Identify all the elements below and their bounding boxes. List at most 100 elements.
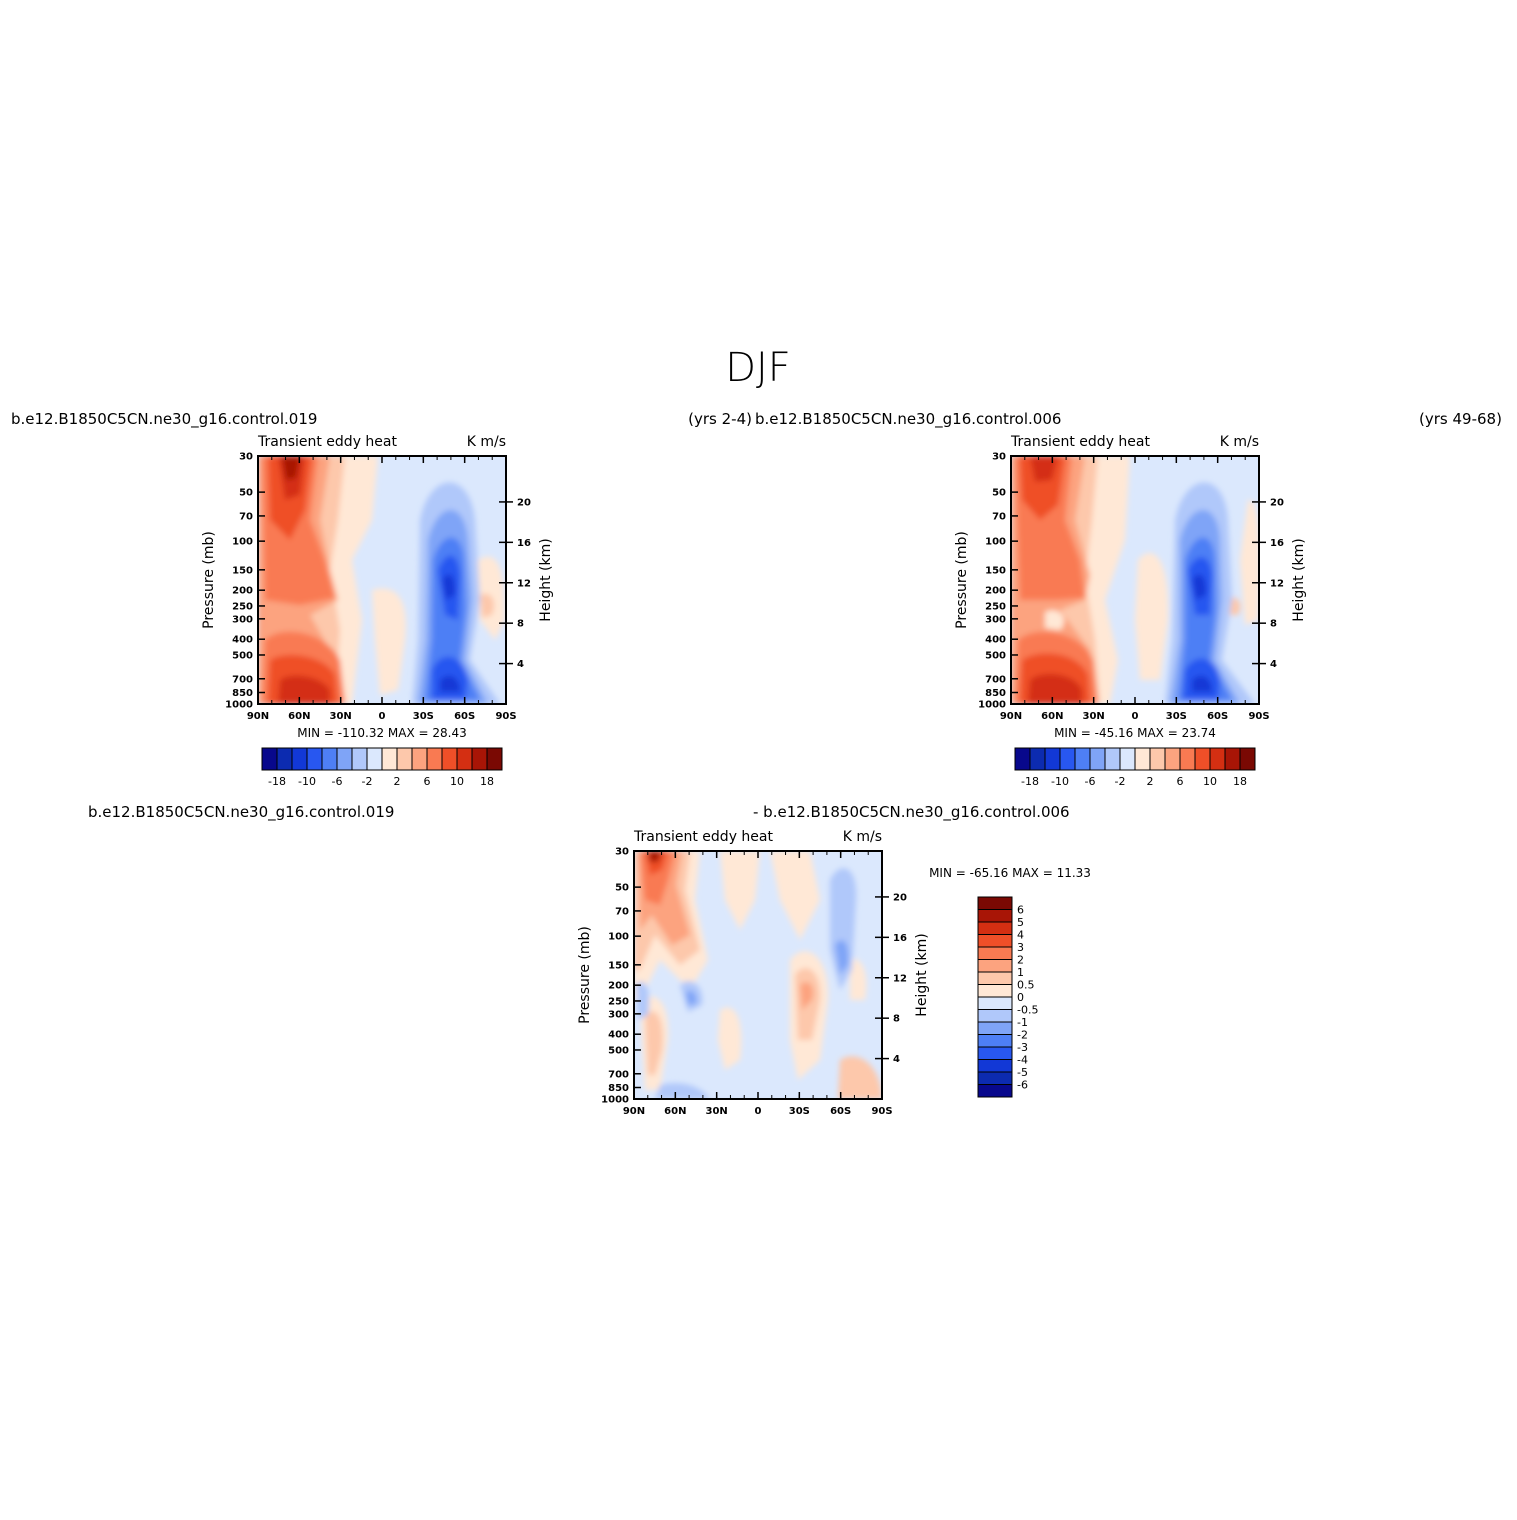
x-tick-label: 30S: [413, 711, 434, 722]
panel-1: b.e12.B1850C5CN.ne30_g16.control.019 (yr…: [11, 410, 752, 788]
colorbar-box: [977, 971, 1013, 985]
panel-1-contour-field: [258, 456, 506, 704]
colorbar-box: [977, 946, 1013, 960]
y-tick-label: 250: [985, 601, 1006, 612]
colorbar-label: 0.5: [1017, 979, 1035, 992]
x-tick-label: 60N: [664, 1106, 686, 1117]
panel-2-right-string: K m/s: [1220, 434, 1259, 450]
y-tick-label: 70: [992, 511, 1006, 522]
y-tick-label: 150: [232, 565, 253, 576]
colorbar-box: [1209, 747, 1226, 771]
field-warm-region: [1240, 499, 1259, 625]
x-tick-label: 90N: [247, 711, 269, 722]
x-tick-label: 90S: [495, 711, 516, 722]
y-tick-label: 50: [615, 883, 629, 894]
x-tick-label: 60N: [288, 711, 310, 722]
colorbar-box: [977, 1021, 1013, 1035]
y-axis-label: Pressure (mb): [954, 531, 970, 629]
colorbar-box: [977, 921, 1013, 935]
x-tick-label: 60S: [454, 711, 475, 722]
colorbar-box: [366, 747, 383, 771]
colorbar-label: 2: [394, 775, 401, 788]
y2-tick-label: 12: [893, 973, 907, 984]
y-tick-label: 700: [232, 674, 253, 685]
y-tick-label: 300: [608, 1009, 629, 1020]
x-tick-label: 90S: [1248, 711, 1269, 722]
colorbar-box: [456, 747, 473, 771]
y2-tick-label: 4: [893, 1054, 900, 1065]
colorbar-box: [1089, 747, 1106, 771]
field-warm-region: [770, 851, 820, 940]
y-tick-label: 300: [985, 614, 1006, 625]
colorbar-label: -3: [1017, 1041, 1028, 1054]
x-tick-label: 90S: [871, 1106, 892, 1117]
colorbar-label: 3: [1017, 941, 1024, 954]
x-tick-label: 30N: [706, 1106, 728, 1117]
colorbar-label: -4: [1017, 1054, 1028, 1067]
y2-tick-label: 20: [517, 497, 531, 508]
colorbar-label: 18: [1233, 775, 1247, 788]
panel-3-right-string: K m/s: [843, 829, 882, 845]
colorbar-box: [471, 747, 488, 771]
y-tick-label: 500: [232, 650, 253, 661]
colorbar-label: -1: [1017, 1016, 1028, 1029]
colorbar-label: -2: [1115, 775, 1126, 788]
y-tick-label: 400: [608, 1030, 629, 1041]
y-tick-label: 850: [608, 1083, 629, 1094]
y-tick-label: 150: [985, 565, 1006, 576]
y2-axis-label: Height (km): [914, 933, 930, 1016]
panel-1-left-string: Transient eddy heat: [257, 434, 397, 450]
y-tick-label: 200: [985, 586, 1006, 597]
field-warm-region: [850, 959, 867, 1000]
colorbar-box: [396, 747, 413, 771]
y2-tick-label: 20: [1270, 497, 1284, 508]
colorbar-box: [276, 747, 293, 771]
y-tick-label: 700: [985, 674, 1006, 685]
colorbar-box: [411, 747, 428, 771]
field-warm-region: [1045, 610, 1065, 630]
colorbar-label: 10: [1203, 775, 1217, 788]
x-tick-label: 30N: [330, 711, 352, 722]
colorbar-label: 6: [1017, 904, 1024, 917]
y2-tick-label: 8: [893, 1014, 900, 1025]
y-tick-label: 200: [232, 586, 253, 597]
y2-tick-label: 16: [893, 933, 907, 944]
field-cold-region: [835, 940, 849, 975]
colorbar-box: [1224, 747, 1241, 771]
field-warm-region: [282, 456, 300, 480]
y-axis-label: Pressure (mb): [201, 531, 217, 629]
colorbar-box: [1179, 747, 1196, 771]
panel-3-minmax: MIN = -65.16 MAX = 11.33: [929, 866, 1091, 880]
colorbar-box: [1104, 747, 1121, 771]
colorbar-label: -5: [1017, 1066, 1028, 1079]
colorbar-box: [977, 996, 1013, 1010]
y-tick-label: 700: [608, 1069, 629, 1080]
colorbar-box: [1044, 747, 1061, 771]
field-warm-region: [800, 982, 814, 1010]
colorbar-label: -6: [1017, 1079, 1028, 1092]
y-tick-label: 30: [615, 847, 629, 858]
y-tick-label: 500: [985, 650, 1006, 661]
panel-1-right-string: K m/s: [467, 434, 506, 450]
colorbar-box: [1059, 747, 1076, 771]
colorbar-box: [441, 747, 458, 771]
panel-2-case-left: b.e12.B1850C5CN.ne30_g16.control.006: [755, 410, 1061, 429]
x-tick-label: 30N: [1083, 711, 1105, 722]
y-tick-label: 400: [985, 635, 1006, 646]
colorbar-box: [291, 747, 308, 771]
colorbar-box: [1164, 747, 1181, 771]
y2-tick-label: 20: [893, 892, 907, 903]
field-warm-region: [720, 851, 760, 930]
y-tick-label: 150: [608, 960, 629, 971]
y2-tick-label: 8: [517, 619, 524, 630]
y2-axis-label: Height (km): [1291, 538, 1307, 621]
colorbar-box: [977, 1046, 1013, 1060]
colorbar-label: -6: [332, 775, 343, 788]
y-tick-label: 50: [239, 488, 253, 499]
field-warm-region: [1030, 456, 1058, 482]
panel-2-contour-field: [1011, 456, 1259, 704]
y2-tick-label: 4: [1270, 659, 1277, 670]
colorbar-label: -10: [298, 775, 316, 788]
x-tick-label: 30S: [789, 1106, 810, 1117]
colorbar-label: -2: [1017, 1029, 1028, 1042]
